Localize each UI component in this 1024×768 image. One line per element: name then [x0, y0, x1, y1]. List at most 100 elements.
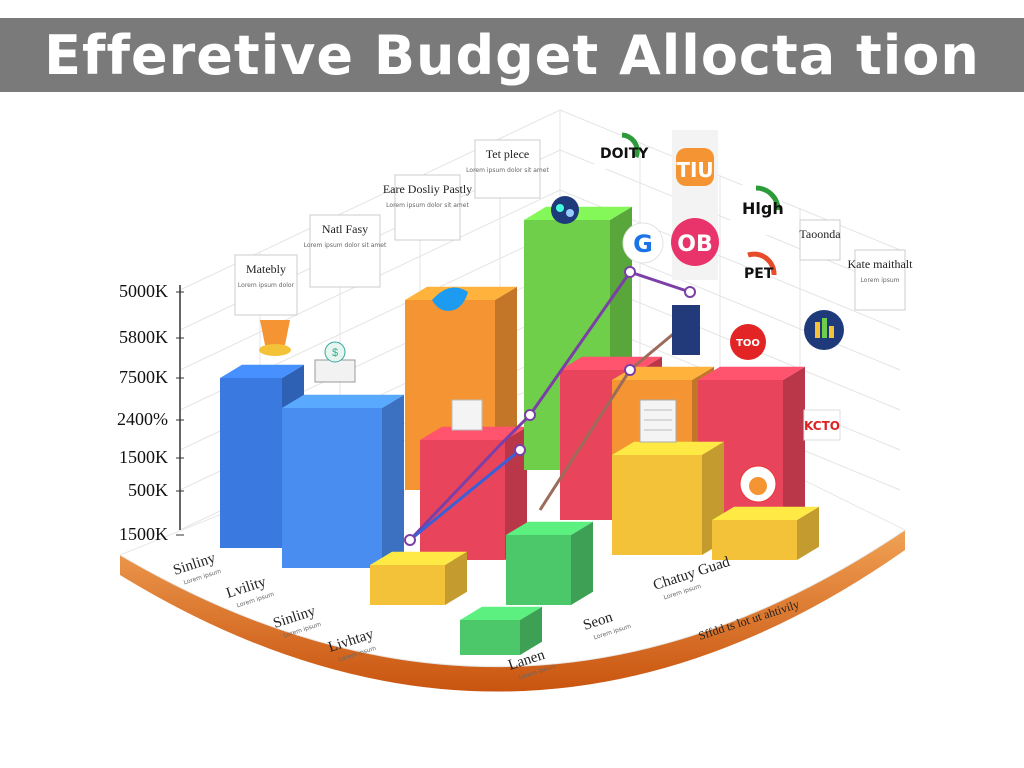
svg-text:G: G: [633, 230, 653, 258]
callout-text: Lorem ipsum: [861, 277, 900, 284]
chart-bars-icon: [804, 310, 844, 350]
bag-icon: [672, 305, 700, 355]
callout: Taoonda: [799, 219, 841, 261]
bar-side: [445, 551, 467, 605]
bar-front: [282, 408, 382, 568]
callout-title: Taoonda: [799, 227, 841, 241]
bar: [612, 441, 724, 555]
callout-box: [474, 139, 541, 199]
svg-text:OB: OB: [677, 232, 712, 257]
bar-side: [520, 606, 542, 655]
bar: [712, 506, 819, 560]
money-icon: $: [314, 341, 356, 383]
bar-front: [420, 440, 505, 560]
bar-front: [460, 620, 520, 655]
bar-front: [612, 455, 702, 555]
badge-too: TOO: [730, 324, 766, 360]
callouts: Matebly Lorem ipsum dolor Natl Fasy Lorem i…: [234, 139, 914, 316]
cube-icon: [451, 399, 483, 431]
bar-front: [370, 565, 445, 605]
y-axis: 5000K 5800K 7500K 2400% 1500K 500K 1500K: [117, 281, 184, 544]
badge-kcto: KCTO: [803, 409, 841, 441]
callout-box: [854, 249, 906, 311]
callout: Tet plece Lorem ipsum dolor sit amet: [466, 139, 549, 199]
callout: Matebly Lorem ipsum dolor: [234, 254, 298, 316]
trend-point: [514, 444, 526, 456]
bar: [506, 521, 593, 605]
callout: Natl Fasy Lorem ipsum dolor sit amet: [304, 214, 387, 288]
callout: Kate maithalt Lorem ipsum: [848, 249, 914, 311]
y-tick-label: 1500K: [119, 524, 168, 544]
bar-top: [370, 551, 467, 565]
document-stack-icon: [639, 399, 677, 443]
y-tick-label: 500K: [128, 480, 168, 500]
callout-box: [234, 254, 298, 316]
bar-top: [506, 521, 593, 535]
badge-doity: DOITY: [594, 132, 649, 169]
trend-point: [684, 286, 696, 298]
twitter-bird-icon: [432, 287, 468, 311]
google-icon: G: [622, 222, 664, 264]
bar-top: [420, 426, 527, 440]
bird-badge-icon: [739, 465, 777, 503]
bar-side: [797, 506, 819, 560]
trend-point: [624, 364, 636, 376]
svg-text:PET: PET: [744, 266, 774, 282]
y-tick-label: 1500K: [119, 447, 168, 467]
bar-front: [506, 535, 571, 605]
bar-side: [382, 394, 404, 568]
y-tick-label: 5000K: [119, 281, 168, 301]
callout-box: [799, 219, 841, 261]
callout-title: Eare Dosliy Pastly: [383, 182, 472, 196]
trend-line-blue: [409, 448, 521, 542]
callout-text: Lorem ipsum dolor sit amet: [466, 167, 549, 174]
svg-text:DOITY: DOITY: [600, 146, 649, 162]
bar-top: [612, 366, 714, 380]
badge-ob: OB: [671, 218, 719, 266]
trend-lines: [404, 266, 696, 546]
callout-text: Lorem ipsum dolor: [238, 282, 295, 289]
bar-top: [712, 506, 819, 520]
trend-point: [404, 534, 416, 546]
chart-title: Efferetive Budget Allocta tion: [44, 23, 980, 87]
bar-front: [712, 520, 797, 560]
trophy-icon: [259, 320, 291, 356]
callout-title: Kate maithalt: [848, 257, 914, 271]
social-dots-icon: [551, 196, 579, 224]
svg-text:KCTO: KCTO: [804, 419, 840, 433]
bar-top: [282, 394, 404, 408]
trend-point: [624, 266, 636, 278]
badges: DOITY TIU OB G Hlgh PET TOO: [594, 130, 844, 441]
bar-front: [220, 378, 282, 548]
svg-text:Hlgh: Hlgh: [742, 199, 784, 218]
callout-box: [394, 174, 461, 241]
bar-top: [460, 606, 542, 620]
trend-point: [524, 409, 536, 421]
callout: Eare Dosliy Pastly Lorem ipsum dolor sit …: [383, 174, 472, 241]
callout-title: Matebly: [246, 262, 286, 276]
bar-side: [783, 366, 805, 520]
badge-pet: PET: [744, 251, 777, 282]
y-tick-label: 2400%: [117, 409, 168, 429]
title-bar: Efferetive Budget Allocta tion: [0, 18, 1024, 92]
callout-title: Natl Fasy: [322, 222, 368, 236]
callout-text: Lorem ipsum dolor sit amet: [304, 242, 387, 249]
bar: [370, 551, 467, 605]
badge-high: Hlgh: [730, 185, 784, 235]
bar-top: [612, 441, 724, 455]
bar-top: [220, 364, 304, 378]
bar-top: [560, 356, 662, 370]
bar: [420, 426, 527, 560]
bar-side: [571, 521, 593, 605]
y-tick-label: 7500K: [119, 367, 168, 387]
svg-text:$: $: [332, 347, 338, 359]
callout-box: [309, 214, 381, 288]
bar-top: [698, 366, 805, 380]
callout-title: Tet plece: [486, 147, 529, 161]
y-tick-label: 5800K: [119, 327, 168, 347]
svg-text:TIU: TIU: [676, 158, 713, 182]
svg-text:TOO: TOO: [736, 338, 760, 349]
callout-text: Lorem ipsum dolor sit amet: [386, 202, 469, 209]
bars: [220, 206, 819, 655]
